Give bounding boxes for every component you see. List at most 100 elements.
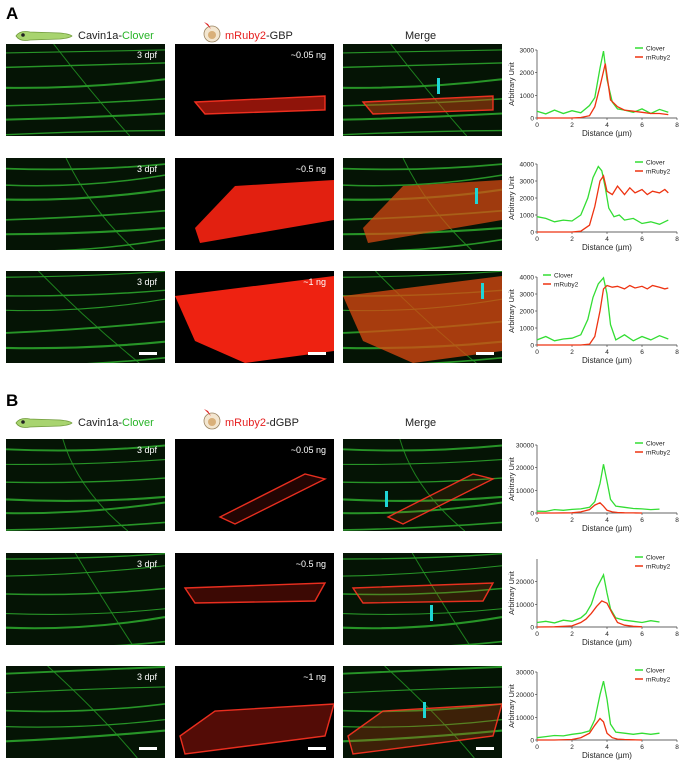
stage-label: 3 dpf: [136, 50, 157, 60]
x-axis-label: Distance (µm): [582, 638, 632, 647]
micrograph-merge: [343, 666, 502, 758]
y-axis-label: Arbitrary Unit: [507, 288, 516, 333]
y-tick-label: 20000: [516, 692, 534, 699]
x-tick-label: 6: [640, 517, 644, 524]
zebrafish-icon: [15, 31, 73, 41]
x-axis-label: Distance (µm): [582, 243, 632, 252]
y-tick-label: 3000: [520, 179, 535, 186]
x-tick-label: 2: [570, 349, 574, 356]
y-tick-label: 10000: [516, 715, 534, 722]
legend-label: mRuby2: [646, 450, 671, 457]
x-tick-label: 2: [570, 744, 574, 751]
zebrafish-icon: [15, 418, 73, 428]
y-tick-label: 3000: [520, 292, 535, 299]
x-tick-label: 0: [535, 122, 539, 129]
x-tick-label: 2: [570, 122, 574, 129]
y-tick-label: 2000: [520, 196, 535, 203]
x-tick-label: 0: [535, 349, 539, 356]
series-line-clover: [536, 680, 660, 739]
header-prefix: mRuby2: [225, 417, 266, 429]
x-tick-label: 8: [675, 349, 679, 356]
x-tick-label: 4: [605, 122, 609, 129]
header-suffix: -dGBP: [265, 417, 299, 429]
y-tick-label: 20000: [516, 465, 534, 472]
series-line-mruby2: [537, 717, 643, 741]
series-line-mruby2: [537, 174, 669, 233]
dose-label: ~1 ng: [303, 277, 326, 287]
micrograph-clover: 3 dpf: [6, 439, 165, 531]
micrograph-mruby2: ~1 ng: [175, 271, 334, 363]
header-prefix: mRuby2: [225, 30, 266, 42]
scale-bar: [308, 352, 326, 355]
x-tick-label: 4: [605, 349, 609, 356]
header-suffix: Clover: [122, 417, 154, 429]
y-tick-label: 4000: [520, 162, 535, 169]
micrograph-merge: [343, 271, 502, 363]
micrograph-clover: 3 dpf: [6, 271, 165, 363]
dose-label: ~0.5 ng: [295, 164, 326, 174]
y-axis-label: Arbitrary Unit: [507, 456, 516, 501]
y-tick-label: 20000: [516, 579, 534, 586]
micrograph-clover: 3 dpf: [6, 158, 165, 250]
series-line-clover: [536, 165, 669, 225]
micrograph-clover: 3 dpf: [6, 44, 165, 136]
series-line-clover: [536, 572, 660, 624]
series-line-mruby2: [536, 600, 643, 628]
line-profile-chart: 0 10000 20000 30000 0 2 4 6 8 Distance (µm) Arbitr…: [505, 435, 685, 542]
y-tick-label: 0: [530, 116, 534, 123]
x-tick-label: 0: [535, 236, 539, 243]
dose-label: ~1 ng: [303, 672, 326, 682]
header-prefix: Cavin1a-: [78, 30, 123, 42]
column-header-mruby2: mRuby2-dGBP: [225, 417, 299, 429]
dose-label: ~0.05 ng: [290, 50, 326, 60]
y-tick-label: 1000: [520, 93, 535, 100]
x-tick-label: 2: [570, 631, 574, 638]
y-tick-label: 0: [530, 738, 534, 745]
dose-label: ~0.5 ng: [295, 559, 326, 569]
series-line-mruby2: [537, 284, 669, 346]
x-axis-label: Distance (µm): [582, 129, 632, 138]
series-line-mruby2: [537, 502, 643, 514]
micrograph-merge: [343, 439, 502, 531]
y-axis-label: Arbitrary Unit: [507, 61, 516, 106]
y-tick-label: 0: [530, 343, 534, 350]
x-tick-label: 8: [675, 236, 679, 243]
scale-bar: [139, 352, 157, 355]
legend-label: Clover: [646, 668, 666, 675]
micrograph-mruby2: ~1 ng: [175, 666, 334, 758]
chart-svg: 0 10000 20000 0 2 4 6 8 Distance (µm) Arbitrary U…: [507, 555, 679, 648]
y-tick-label: 4000: [520, 275, 535, 282]
x-tick-label: 8: [675, 631, 679, 638]
x-tick-label: 4: [605, 744, 609, 751]
x-tick-label: 2: [570, 517, 574, 524]
stage-label: 3 dpf: [136, 672, 157, 682]
series-line-mruby2: [537, 63, 669, 119]
stage-label: 3 dpf: [136, 277, 157, 287]
y-tick-label: 2000: [520, 309, 535, 316]
line-profile-chart: 0 10000 20000 30000 0 2 4 6 8 Distance (µm) Arbitr…: [505, 662, 685, 769]
micrograph-mruby2: ~0.05 ng: [175, 44, 334, 136]
panel-letter: A: [6, 4, 19, 23]
micrograph-merge: [343, 553, 502, 645]
x-tick-label: 8: [675, 517, 679, 524]
x-tick-label: 4: [605, 236, 609, 243]
legend-label: Clover: [646, 160, 666, 167]
line-profile-marker: [437, 78, 440, 94]
x-axis-label: Distance (µm): [582, 751, 632, 760]
line-profile-chart: 0 10000 20000 0 2 4 6 8 Distance (µm) Arbitrary U…: [505, 549, 685, 656]
legend-label: mRuby2: [646, 55, 671, 62]
line-profile-marker: [481, 283, 484, 299]
scale-bar: [476, 747, 494, 750]
y-tick-label: 0: [530, 230, 534, 237]
micrograph-mruby2: ~0.05 ng: [175, 439, 334, 531]
legend-label: Clover: [646, 46, 666, 53]
y-axis-label: Arbitrary Unit: [507, 175, 516, 220]
y-tick-label: 30000: [516, 670, 534, 677]
column-header-cavin1a-clover: Cavin1a-Clover: [78, 30, 154, 42]
header-prefix: Cavin1a-: [78, 417, 123, 429]
y-tick-label: 3000: [520, 48, 535, 55]
chart-svg: 0 10000 20000 30000 0 2 4 6 8 Distance (µm) Arbitr…: [507, 441, 679, 534]
x-tick-label: 8: [675, 122, 679, 129]
series-line-clover: [536, 464, 660, 513]
x-tick-label: 6: [640, 744, 644, 751]
